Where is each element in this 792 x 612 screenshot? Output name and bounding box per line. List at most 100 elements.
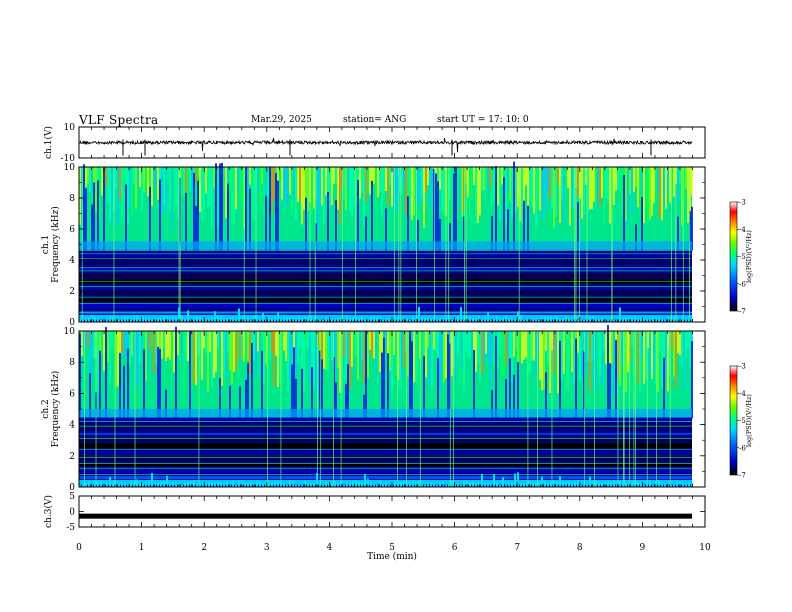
ch2-spectrogram-intrusion [411,341,413,419]
ch1-spectrogram-floor [484,316,486,322]
ch1-spectrogram-texture-column [259,167,261,205]
x-tick-label: 7 [514,543,520,553]
ch1-spectrogram-floor [244,319,246,322]
ch2-spectrogram-texture-column [231,331,233,385]
ch2-spectrogram-intrusion [159,349,161,419]
ch2-spectrogram-intrusion [219,378,221,419]
ch2-spectrogram-floor [109,477,111,487]
ch1-spectrogram-colorbar-tick-label: -3 [739,199,746,207]
ch2-spectrogram-texture-column [625,331,627,393]
ch1-spectrogram-texture-column [257,167,259,192]
ch2-spectrogram-intrusion [491,390,493,419]
ch1-spectrogram-texture-column [515,167,517,212]
ch2-spectrogram-texture-column [151,331,153,349]
ch1-spectrogram-texture-column [297,167,299,203]
ch2-spectrogram-texture-column [279,331,281,382]
ch2-spectrogram-texture-column [417,331,419,390]
ch2-spectrogram-texture-column [173,331,175,373]
ch2-spectrogram-texture-column [679,331,681,356]
ch1-spectrogram-floor [550,315,552,322]
ch2-spectrogram-floor [151,473,153,487]
ch2-spectrogram-texture-column [141,331,143,351]
ch1-spectrogram-floor [469,315,471,322]
ch1-spectrogram-texture-column [311,167,313,216]
ch2-spectrogram-texture-column [229,331,231,371]
ch1-spectrogram-texture-column [343,167,345,200]
ch2-spectrogram-texture-column [197,331,199,355]
ch2-spectrogram-texture-column [513,331,515,357]
ch1-spectrogram-texture-column [337,167,339,210]
ch2-spectrogram-texture-column [595,331,597,393]
ch2-spectrogram-texture-column [111,331,113,348]
ch1-spectrogram-channel-label: ch.1 [41,235,51,254]
ch2-spectrogram-texture-column [341,331,343,394]
ch1-spectrogram-floor [265,317,267,322]
ch1-spectrogram-texture-column [181,167,183,199]
ch1-spectrogram-floor [181,315,183,322]
ch1-spectrogram-texture-column [175,167,177,205]
ch1-spectrogram-floor [313,317,315,322]
ch1-spectrogram-floor [475,317,477,322]
ch1-spectrogram-floor [97,317,99,322]
ch2-spectrogram-texture-column [243,331,245,362]
ch2-spectrogram-intrusion [437,357,439,419]
ch1-spectrogram-band [79,261,692,265]
ch2-spectrogram-intrusion [663,357,665,419]
ch2-spectrogram-texture-column [389,331,391,371]
ch2-spectrogram-floor [199,484,201,487]
ch1-spectrogram-texture-column [591,167,593,210]
ch2-spectrogram-texture-column [171,331,173,380]
ch1-spectrogram-intrusion [433,169,435,251]
ch2-spectrogram-texture-column [511,331,513,383]
ch2-spectrogram-texture-column [255,331,257,377]
ch1-spectrogram-floor [628,317,630,322]
ch1-spectrogram-texture-column [579,167,581,199]
ch1-spectrogram-floor [349,317,351,322]
ch2-spectrogram-floor [154,483,156,487]
ch2-spectrogram-ytick-label: 10 [64,327,76,337]
ch2-spectrogram-texture-column [149,331,151,350]
ch1-spectrogram-texture-column [153,167,155,188]
ch1-spectrogram-floor [190,319,192,322]
ch2-spectrogram-floor [322,483,324,487]
ch2-spectrogram-floor [280,480,282,487]
ch2-spectrogram-floor [349,483,351,487]
ch2-spectrogram-texture-column [219,331,221,347]
ch1-spectrogram-texture-column [657,167,659,194]
ch2-spectrogram-texture-column [683,331,685,391]
ch1-spectrogram-texture-column [287,167,289,203]
ch2-spectrogram-texture-column [521,331,523,364]
ch2-spectrogram-intrusion [261,350,263,419]
ch2-spectrogram-floor [214,483,216,487]
ch1-spectrogram-texture-column [425,167,427,193]
ch1-spectrogram-texture-column [173,167,175,213]
ch2-spectrogram-texture-column [589,331,591,391]
ch2-spectrogram-band [79,456,692,461]
ch1-spectrogram-texture-column [315,167,317,201]
ch2-spectrogram-texture-column [291,331,293,354]
ch1-spectrogram-texture-column [239,167,241,199]
ch2-spectrogram-texture-column [481,331,483,374]
ch1-spectrogram-floor [256,315,258,322]
ch2-spectrogram-texture-column [221,331,223,386]
ch1-spectrogram-texture-column [385,167,387,191]
ch2-spectrogram-floor [193,480,195,487]
ch2-spectrogram-floor [307,483,309,487]
ch1-spectrogram-texture-column [499,167,501,221]
ch2-spectrogram-floor [361,483,363,487]
ch2-spectrogram-intrusion [335,382,337,419]
ch1-spectrogram-texture-column [329,167,331,207]
ch2-spectrogram-floor [568,482,570,487]
ch1-spectrogram-texture-column [273,167,275,200]
ch1-spectrogram-texture-column [299,167,301,202]
ch2-spectrogram-floor [595,480,597,487]
ch1-spectrogram-floor [673,316,675,322]
ch1-spectrogram-floor [79,318,81,322]
ch1-spectrogram-texture-column [537,167,539,210]
ch2-spectrogram-intrusion [127,348,129,419]
ch2-spectrogram-floor [181,484,183,487]
ch1-spectrogram-intrusion [439,219,441,251]
ch1-spectrogram-intrusion [453,173,455,251]
ch2-spectrogram-texture-column [687,331,689,349]
